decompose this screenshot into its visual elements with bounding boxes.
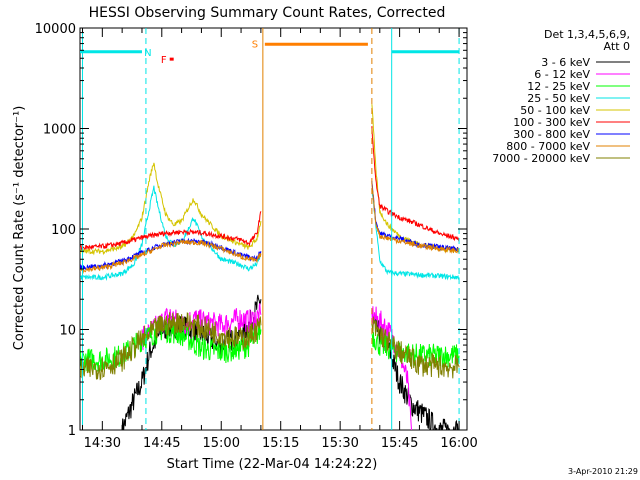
- legend-label: 50 - 100 keV: [520, 104, 590, 117]
- x-tick-label: 15:15: [262, 436, 299, 451]
- x-axis: 14:30 14:45 15:00 15:15 15:30 15:45 16:00: [82, 28, 478, 451]
- y-tick-label: 10000: [35, 22, 76, 37]
- y-tick-label: 10: [59, 324, 76, 339]
- series-line: [80, 312, 460, 381]
- legend-label: 7000 - 20000 keV: [492, 152, 590, 165]
- legend-label: 300 - 800 keV: [513, 128, 590, 141]
- flag-label: N: [144, 48, 151, 59]
- timestamp-label: 3-Apr-2010 21:29: [568, 467, 638, 476]
- legend-label: 3 - 6 keV: [541, 56, 590, 69]
- x-axis-label: Start Time (22-Mar-04 14:24:22): [167, 457, 378, 472]
- x-tick-label: 16:00: [440, 436, 477, 451]
- series-line: [80, 183, 460, 274]
- y-axis: 1 10 100 1000 10000: [35, 22, 467, 439]
- legend-subtitle: Att 0: [604, 40, 630, 53]
- legend-label: 6 - 12 keV: [534, 68, 590, 81]
- x-tick-label: 14:30: [84, 436, 121, 451]
- series-line: [80, 104, 460, 256]
- y-tick-label: 1000: [43, 123, 76, 138]
- x-tick-label: 14:45: [143, 436, 180, 451]
- legend-title: Det 1,3,4,5,6,9,: [544, 28, 630, 41]
- legend-label: 25 - 50 keV: [527, 92, 590, 105]
- chart-title: HESSI Observing Summary Count Rates, Cor…: [89, 5, 446, 21]
- y-tick-label: 1: [68, 424, 76, 439]
- flag-label: F: [161, 55, 167, 66]
- series-line: [80, 185, 460, 281]
- series-line: [141, 303, 412, 430]
- x-tick-label: 15:00: [203, 436, 240, 451]
- flag-label: S: [252, 40, 258, 51]
- series-line: [80, 126, 460, 251]
- x-tick-label: 15:45: [381, 436, 418, 451]
- legend-label: 100 - 300 keV: [513, 116, 590, 129]
- y-axis-label: Corrected Count Rate (s⁻¹ detector⁻¹): [12, 106, 27, 351]
- plot-frame: [79, 27, 468, 431]
- legend-label: 800 - 7000 keV: [506, 140, 590, 153]
- x-tick-label: 15:30: [321, 436, 358, 451]
- y-tick-label: 100: [51, 223, 76, 238]
- plot-area: NF S: [79, 27, 468, 431]
- legend-label: 12 - 25 keV: [527, 80, 590, 93]
